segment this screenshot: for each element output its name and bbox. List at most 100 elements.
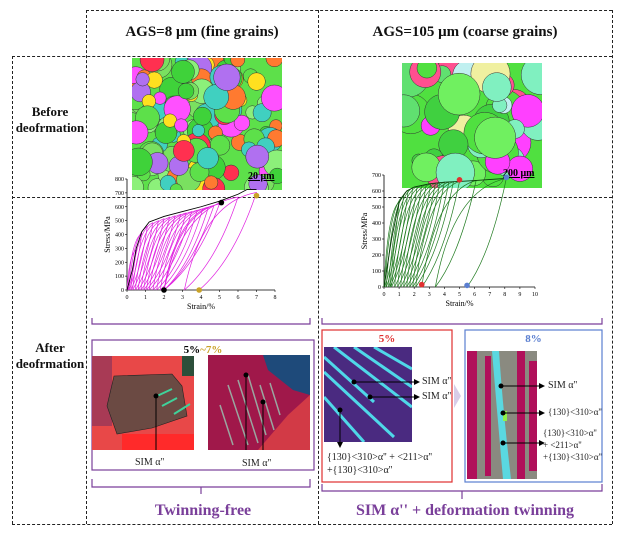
envelope-curve bbox=[126, 188, 257, 291]
grain bbox=[520, 63, 542, 95]
grain bbox=[482, 72, 512, 102]
scale-bar-fine: 20 μm bbox=[248, 171, 275, 182]
grain bbox=[435, 152, 475, 188]
y-tick-label: 600 bbox=[372, 189, 381, 195]
x-tick-label: 3 bbox=[181, 295, 184, 301]
y-axis-label: Stress/MPa bbox=[103, 216, 112, 253]
cycle-curve bbox=[421, 180, 477, 288]
y-tick-label: 200 bbox=[115, 260, 124, 266]
scale-bar-coarse: 200 μm bbox=[503, 168, 535, 179]
strain-7: 7% bbox=[205, 344, 223, 356]
label-sim-8: SIM α'' bbox=[548, 380, 578, 391]
marker-point bbox=[218, 199, 225, 206]
grain bbox=[135, 72, 150, 87]
y-tick-label: 0 bbox=[121, 288, 124, 294]
grain bbox=[173, 140, 195, 162]
y-tick-label: 100 bbox=[115, 274, 124, 280]
x-tick-label: 4 bbox=[443, 292, 446, 298]
cycle-curve bbox=[127, 232, 143, 291]
strain-5: 5% bbox=[183, 344, 201, 356]
x-tick-label: 6 bbox=[237, 295, 240, 301]
grain bbox=[213, 63, 241, 91]
marker-point bbox=[196, 287, 202, 293]
grain bbox=[132, 175, 144, 190]
label-sim-fine-7: SIM α'' bbox=[242, 458, 272, 469]
label-sim-fine-5: SIM α'' bbox=[135, 457, 165, 468]
grid-line bbox=[612, 10, 613, 524]
column-header-coarse: AGS=105 μm (coarse grains) bbox=[372, 24, 558, 40]
fine-grain-ebsd-map bbox=[132, 58, 282, 190]
row-label-after: After deofrmation bbox=[15, 340, 85, 371]
marker-point bbox=[456, 177, 463, 183]
fine-5pct-micrograph bbox=[92, 356, 194, 450]
title-8pct: 8% bbox=[525, 333, 542, 345]
label-sim-5b: SIM α'' bbox=[422, 391, 452, 402]
x-tick-label: 7 bbox=[255, 295, 258, 301]
marker-point bbox=[418, 281, 425, 288]
y-tick-label: 600 bbox=[115, 205, 124, 211]
x-tick-label: 0 bbox=[383, 292, 386, 298]
coarse-brackets bbox=[321, 318, 603, 499]
x-tick-label: 5 bbox=[458, 292, 461, 298]
grain bbox=[248, 174, 268, 190]
y-tick-label: 300 bbox=[115, 246, 124, 252]
x-tick-label: 9 bbox=[518, 292, 521, 298]
y-tick-label: 700 bbox=[372, 173, 381, 179]
label-twin-8a: {130}<310>α'' bbox=[548, 407, 602, 417]
label-twin-5-line1: {130}<310>α'' + <211>α'' bbox=[327, 452, 433, 463]
grain bbox=[174, 118, 189, 133]
grid-line bbox=[12, 56, 13, 524]
y-tick-label: 400 bbox=[372, 221, 381, 227]
grid-line bbox=[12, 56, 612, 57]
cycle-curve bbox=[130, 222, 154, 291]
column-header-fine: AGS=8 μm (fine grains) bbox=[125, 24, 279, 40]
row-label-before: Before deofrmation bbox=[15, 104, 85, 135]
y-tick-label: 500 bbox=[372, 205, 381, 211]
grain bbox=[416, 63, 437, 79]
envelope-curve bbox=[383, 177, 510, 288]
cycle-curve bbox=[184, 191, 258, 291]
grain bbox=[177, 82, 195, 100]
grain bbox=[511, 94, 542, 128]
grid-line bbox=[86, 10, 612, 11]
marker-point bbox=[464, 282, 470, 289]
grain bbox=[245, 144, 270, 169]
marker-point bbox=[161, 287, 167, 293]
label-twin-5-line2: +{130}<310>α'' bbox=[327, 465, 393, 476]
grid-line bbox=[12, 197, 612, 198]
x-tick-label: 2 bbox=[163, 295, 166, 301]
coarse-8pct-micrograph bbox=[467, 351, 537, 479]
label-twin-8b-line1: {130}<310>α'' bbox=[543, 428, 597, 438]
cycle-curve bbox=[415, 180, 460, 288]
fine-7pct-micrograph bbox=[208, 355, 310, 450]
grain bbox=[132, 120, 149, 145]
y-tick-label: 300 bbox=[372, 237, 381, 243]
label-twin-8b-line3: +{130}<310>α'' bbox=[543, 452, 602, 462]
x-tick-label: 10 bbox=[532, 292, 538, 298]
cycle-curve bbox=[134, 218, 165, 291]
grain bbox=[402, 94, 421, 128]
grain bbox=[247, 72, 266, 91]
coarse-grain-ebsd-map bbox=[402, 63, 542, 188]
label-sim-5a: SIM α'' bbox=[422, 376, 452, 387]
cycle-curve bbox=[148, 211, 193, 291]
grid-line bbox=[318, 10, 319, 524]
annotation-arrows-5 bbox=[337, 379, 420, 448]
grain bbox=[261, 84, 282, 112]
y-tick-label: 0 bbox=[378, 285, 381, 291]
label-twin-8b-line2: + <211>α'' bbox=[543, 440, 582, 450]
annotation-arrows-8 bbox=[501, 383, 545, 446]
title-5pct: 5% bbox=[378, 333, 396, 345]
cycle-curve bbox=[140, 215, 176, 291]
conclusion-coarse: SIM α'' + deformation twinning bbox=[355, 502, 575, 519]
stress-strain-chart-coarse: 0 1 2 3 4 5 6 7 8 9 100100200300400500600700Strain… bbox=[360, 173, 538, 308]
fine-after-title: 5%~7% bbox=[88, 344, 318, 356]
x-axis-label: Strain/% bbox=[446, 299, 474, 308]
grain bbox=[474, 116, 517, 159]
cycle-curve bbox=[163, 196, 239, 291]
x-tick-label: 8 bbox=[274, 295, 277, 301]
y-axis-label: Stress/MPa bbox=[360, 212, 369, 249]
x-axis-label: Strain/% bbox=[187, 302, 215, 311]
grain bbox=[169, 183, 183, 190]
stress-strain-chart-fine: 0 1 2 3 4 5 6 7 8 0 100 200 300 400 500 600 700 800 Strain… bbox=[103, 177, 277, 311]
